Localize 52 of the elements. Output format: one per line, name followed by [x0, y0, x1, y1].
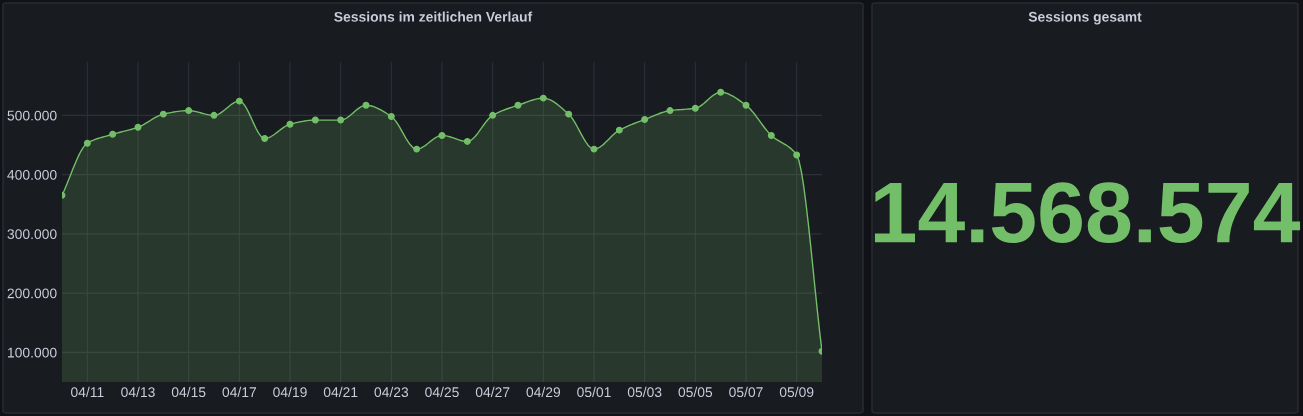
- point: [590, 145, 598, 153]
- point: [793, 151, 801, 159]
- x-tick-label: 04/21: [323, 386, 358, 398]
- x-tick-label: 04/13: [121, 386, 155, 398]
- point: [235, 97, 243, 105]
- chart-title: Sessions im zeitlichen Verlauf: [334, 11, 533, 22]
- point: [767, 132, 775, 139]
- point: [514, 101, 522, 109]
- y-tick-label: 500.000: [7, 110, 57, 121]
- x-tick-label: 05/05: [678, 386, 713, 398]
- x-tick-label: 04/11: [71, 386, 104, 398]
- point: [615, 126, 623, 134]
- x-tick-label: 04/17: [222, 386, 257, 398]
- point: [261, 134, 269, 142]
- x-tick-label: 04/23: [374, 386, 409, 398]
- text: Sessions gesamt: [1028, 11, 1142, 25]
- point: [489, 111, 497, 119]
- point: [413, 145, 421, 153]
- x-tick-label: 04/27: [475, 386, 510, 398]
- point: [286, 120, 294, 128]
- y-tick-label: 400.000: [7, 169, 57, 180]
- point: [134, 123, 142, 131]
- point: [159, 110, 167, 118]
- x-tick-label: 05/03: [627, 386, 662, 398]
- x-tick-label: 04/29: [526, 386, 561, 398]
- point: [337, 116, 345, 124]
- point: [185, 107, 193, 115]
- x-tick-label: 05/09: [779, 386, 814, 398]
- text: 14.568.574: [874, 182, 1301, 244]
- x-tick-label: 05/01: [577, 386, 611, 398]
- point: [641, 116, 649, 123]
- point: [463, 137, 471, 145]
- x-tick-label: 04/19: [273, 386, 307, 398]
- point: [311, 116, 319, 124]
- point: [362, 101, 370, 109]
- point: [83, 139, 91, 147]
- point: [210, 111, 218, 119]
- x-tick-label: 05/07: [729, 386, 763, 398]
- point: [109, 130, 117, 138]
- y-tick-label: 200.000: [7, 288, 57, 299]
- point: [565, 110, 573, 118]
- point: [666, 107, 674, 115]
- point: [691, 104, 699, 112]
- point: [742, 101, 750, 109]
- x-tick-label: 04/25: [425, 386, 459, 398]
- point: [387, 113, 395, 120]
- x-tick-label: 04/15: [171, 386, 206, 398]
- point: [539, 94, 547, 102]
- y-tick-label: 100.000: [8, 347, 57, 358]
- point: [717, 88, 725, 96]
- y-tick-label: 300.000: [7, 229, 57, 240]
- point: [438, 132, 446, 139]
